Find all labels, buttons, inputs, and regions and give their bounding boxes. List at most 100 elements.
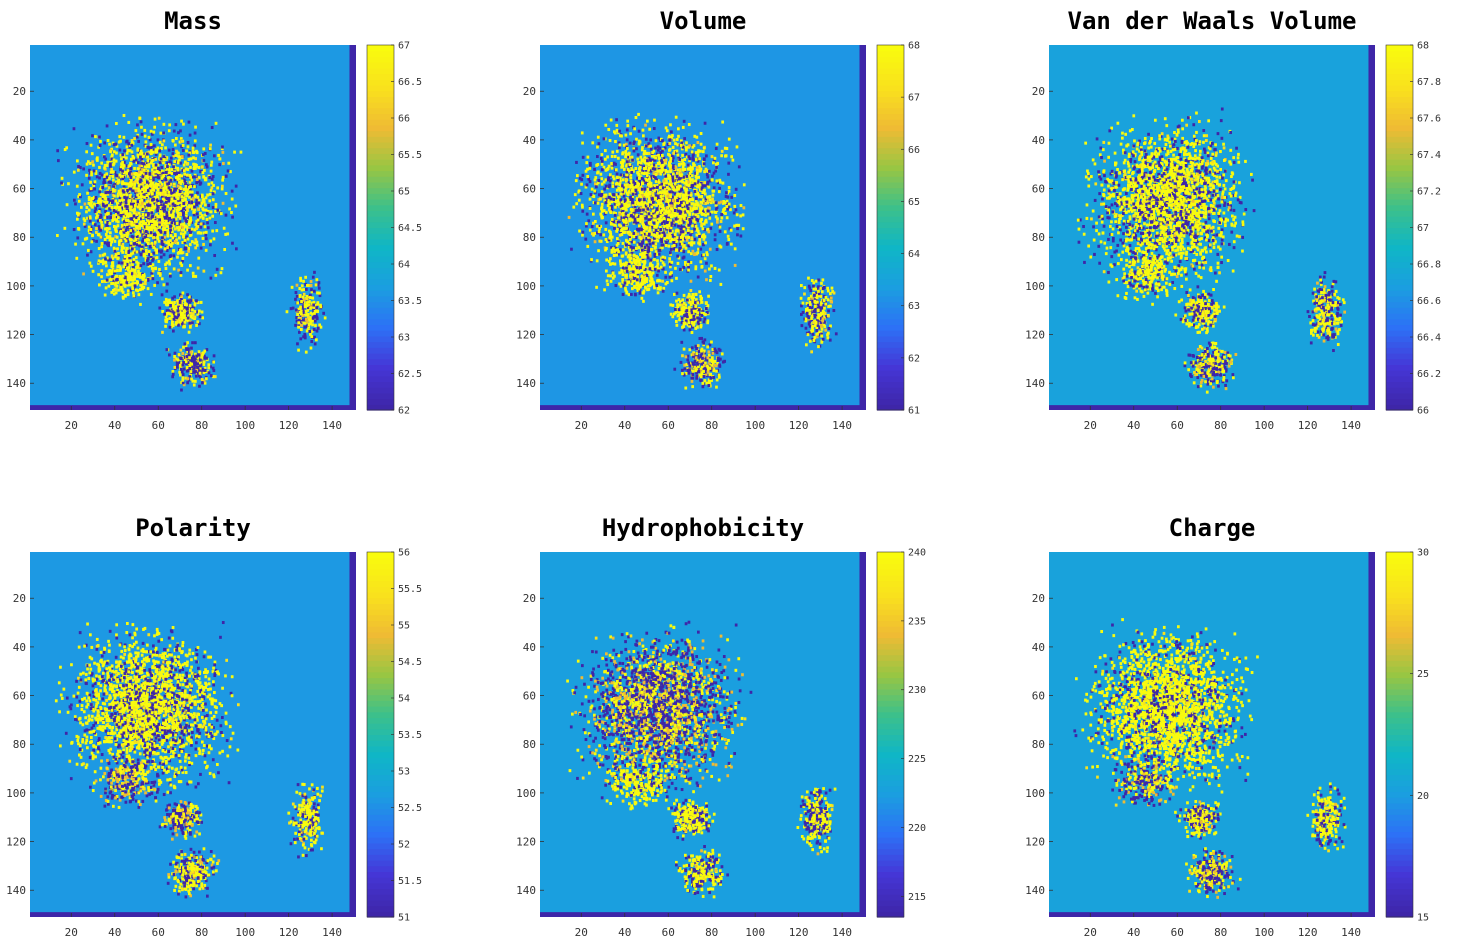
heatmap-cell [171,208,174,212]
heatmap-cell [98,176,101,180]
heatmap-cell [645,174,649,178]
colorbar-step [367,250,394,257]
heatmap-cell [640,274,644,278]
heatmap-cell [126,182,129,186]
heatmap-cell [178,320,181,324]
heatmap-cell [194,357,197,361]
heatmap-cell [578,229,581,233]
heatmap-cell [141,203,144,207]
heatmap-cell [202,371,206,375]
heatmap-cell [168,123,172,127]
colorbar-step [367,233,394,240]
heatmap-cell [151,258,154,262]
heatmap-cell [194,274,198,278]
heatmap-cell [167,241,171,245]
heatmap-cell [636,220,640,224]
heatmap-cell [600,190,604,194]
x-tick-label: 60 [152,419,165,432]
heatmap-cell [164,319,168,323]
heatmap-cell [141,239,145,243]
heatmap-cell [160,223,164,227]
heatmap-cell [187,330,191,334]
heatmap-cell [317,286,321,290]
heatmap-cell [118,196,122,200]
heatmap-cell [194,194,198,198]
heatmap-cell [165,348,169,352]
heatmap-cell [318,294,322,298]
heatmap-cell [160,183,164,187]
x-tick-label: 140 [322,419,342,432]
heatmap-cell [204,196,208,200]
heatmap-cell [160,147,163,151]
heatmap-cell [179,298,183,302]
heatmap-cell [108,272,112,276]
heatmap-cell [173,160,177,164]
heatmap-cell [198,309,201,313]
heatmap-cell [194,362,198,366]
heatmap-cell [313,312,316,316]
heatmap-cell [115,213,118,217]
heatmap-cell [77,213,80,217]
heatmap-cell [207,371,211,375]
heatmap-cell [695,371,698,375]
heatmap-cell [120,198,124,202]
heatmap-cell [146,262,150,266]
heatmap-cell [147,150,151,154]
heatmap-cell [180,367,183,371]
colorbar-step [367,96,394,103]
heatmap-cell [602,165,606,169]
heatmap-cell [163,227,166,231]
heatmap-cell [656,262,660,266]
heatmap-cell [154,226,157,230]
heatmap-cell [144,278,148,282]
heatmap-cell [638,187,642,191]
heatmap-cell [181,373,185,377]
heatmap-cell [167,193,171,197]
heatmap-cell [665,189,669,193]
x-tick-label: 120 [279,419,299,432]
heatmap-cell [179,348,183,352]
heatmap-cell [132,244,135,248]
heatmap-cell [210,177,214,181]
heatmap-cell [195,240,199,244]
heatmap-cell [149,176,153,180]
heatmap-cell [147,175,151,179]
heatmap-cell [220,267,224,271]
heatmap-cell [174,234,177,238]
heatmap-cell [682,220,685,224]
heatmap-cell [82,272,85,276]
heatmap-cell [135,158,138,162]
heatmap-cell [121,203,125,207]
heatmap-cell [92,169,96,173]
heatmap-cell [226,232,230,236]
heatmap-cell [157,229,161,233]
heatmap-cell [169,239,172,243]
heatmap-cell [126,268,130,272]
heatmap-cell [155,194,159,198]
heatmap-cell [100,245,104,249]
heatmap-cell [617,199,620,203]
heatmap-cell [169,213,173,217]
heatmap-cell [659,151,663,155]
heatmap-cell [157,259,161,263]
heatmap-cell [171,323,175,327]
heatmap-cell [673,205,676,209]
heatmap-cell [150,149,153,153]
heatmap-cell [175,316,179,320]
heatmap-cell [186,319,190,323]
heatmap-cell [110,272,113,276]
colorbar-step [367,295,394,303]
heatmap-cell [198,371,202,375]
heatmap-cell [678,311,682,315]
heatmap-cell [124,228,128,232]
heatmap-cell [696,201,699,205]
heatmap-cell [132,248,136,252]
heatmap-cell [658,160,662,164]
heatmap-cell [175,137,178,141]
heatmap-cell [135,224,138,228]
heatmap-cell [99,139,102,143]
heatmap-cell [160,293,164,297]
heatmap-cell [122,215,126,219]
colorbar-tick-label: 62.5 [398,369,422,380]
heatmap-cell [224,213,228,217]
